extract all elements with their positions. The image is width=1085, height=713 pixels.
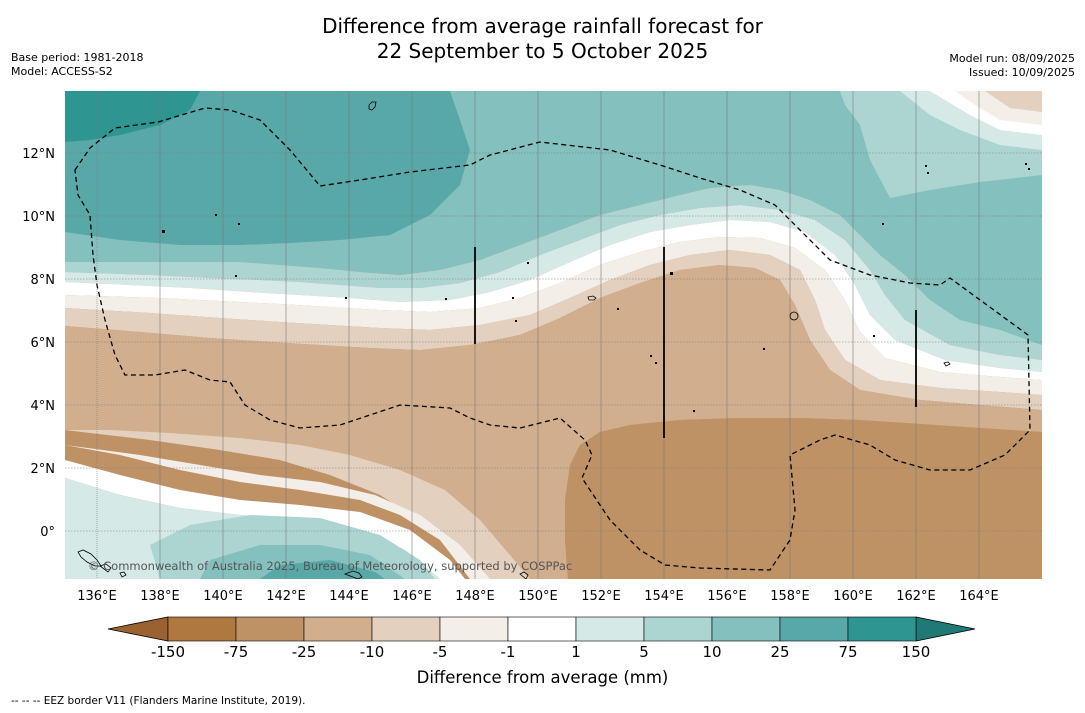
- colorbar-tick-label: -5: [432, 643, 448, 661]
- island-kosrae: [943, 361, 951, 367]
- band-dry-5-sw: [65, 445, 490, 579]
- eez-legend-footnote: -- -- -- EEZ border V11 (Flanders Marine…: [11, 695, 306, 707]
- colorbar-tick-label: -1: [500, 643, 516, 661]
- colorbar-swatch: [235, 616, 305, 642]
- lon-label: 146°E: [392, 589, 432, 604]
- meta-left: Base period: 1981-2018 Model: ACCESS-S2: [11, 51, 143, 79]
- model-run-text: Model run: 08/09/2025: [949, 52, 1075, 65]
- colorbar-tick-label: 10: [702, 643, 722, 661]
- band-wet-25: [65, 91, 470, 245]
- lon-label: 164°E: [959, 589, 999, 604]
- lat-label: 0°: [40, 525, 55, 540]
- meta-right: Model run: 08/09/2025 Issued: 10/09/2025: [949, 52, 1075, 80]
- lon-label: 144°E: [329, 589, 369, 604]
- colorbar-swatch: [167, 616, 237, 642]
- island-new-guinea-coast: [77, 549, 127, 578]
- base-period-text: Base period: 1981-2018: [11, 51, 144, 64]
- island-manus: [343, 570, 363, 579]
- colorbar: [107, 616, 976, 642]
- band-dry-10-sw: [65, 430, 530, 579]
- island-ngulu: [368, 101, 377, 111]
- graticule: [65, 91, 1042, 579]
- eez-border-palau-fsm-west: [74, 107, 1031, 571]
- colorbar-tick-label: 75: [838, 643, 858, 661]
- band-wet-25-sw: [260, 560, 385, 579]
- lon-label: 138°E: [140, 589, 180, 604]
- colorbar-tick-label: -75: [223, 643, 249, 661]
- band-dry-5: [65, 237, 1042, 395]
- colorbar-extend-high: [915, 616, 976, 642]
- band-neutral-sw: [65, 460, 465, 579]
- band-wet-75: [65, 91, 200, 142]
- colorbar-tick-label: 25: [770, 643, 790, 661]
- island-bougainville-tip: [519, 571, 529, 579]
- title-line-1: Difference from average rainfall forecas…: [322, 14, 763, 38]
- colorbar-tick-label: -150: [150, 643, 186, 661]
- lat-label: 10°N: [22, 210, 55, 225]
- island-dots: [162, 163, 1030, 412]
- eez-solid-segments: [474, 247, 917, 438]
- colorbar-swatch: [847, 616, 917, 642]
- lon-label: 152°E: [581, 589, 621, 604]
- lat-label: 8°N: [31, 273, 56, 288]
- lon-label: 136°E: [77, 589, 117, 604]
- colorbar-tick-label: 1: [571, 643, 581, 661]
- lat-label: 2°N: [31, 462, 56, 477]
- band-wet-25-east: [890, 175, 1042, 348]
- band-dry-10-ne: [985, 91, 1042, 112]
- colorbar-tick-label: 5: [639, 643, 649, 661]
- lon-label: 154°E: [644, 589, 684, 604]
- colorbar-swatch: [711, 616, 781, 642]
- lon-label: 142°E: [266, 589, 306, 604]
- colorbar-tick-label: -25: [291, 643, 317, 661]
- lat-label: 4°N: [31, 399, 56, 414]
- model-text: Model: ACCESS-S2: [11, 65, 113, 78]
- longitude-labels: 136°E 138°E 140°E 142°E 144°E 146°E 148°…: [77, 589, 999, 604]
- island-chuuk: [789, 311, 799, 321]
- colorbar-swatch: [439, 616, 509, 642]
- colorbar-swatch: [371, 616, 441, 642]
- lat-label: 6°N: [31, 336, 56, 351]
- band-dry-10: [65, 250, 1042, 410]
- band-dry-75-se: [565, 418, 1042, 579]
- colorbar-tick-label: -10: [359, 643, 385, 661]
- lon-label: 160°E: [833, 589, 873, 604]
- band-dry-25: [65, 265, 1042, 579]
- colorbar-swatch: [303, 616, 373, 642]
- lon-label: 150°E: [518, 589, 558, 604]
- rainfall-anomaly-field: © Commonwealth of Australia 2025, Bureau…: [65, 91, 1042, 579]
- lon-label: 156°E: [707, 589, 747, 604]
- lon-label: 148°E: [455, 589, 495, 604]
- colorbar-tick-label: 150: [901, 643, 931, 661]
- colorbar-swatch: [575, 616, 645, 642]
- colorbar-swatch: [779, 616, 849, 642]
- band-wet-1: [65, 205, 1042, 372]
- lon-label: 158°E: [770, 589, 810, 604]
- copyright-text: © Commonwealth of Australia 2025, Bureau…: [88, 559, 572, 573]
- title-line-2: 22 September to 5 October 2025: [376, 39, 709, 63]
- island-outlines: [77, 101, 951, 579]
- island-pohnpei-cluster: [587, 295, 597, 301]
- map-title: Difference from average rainfall forecas…: [0, 14, 1085, 64]
- colorbar-title: Difference from average (mm): [416, 668, 669, 687]
- lon-label: 140°E: [203, 589, 243, 604]
- eez-borders: [74, 107, 1031, 571]
- latitude-labels: 12°N 10°N 8°N 6°N 4°N 2°N 0°: [22, 147, 55, 540]
- issued-text: Issued: 10/09/2025: [968, 66, 1075, 79]
- lon-label: 162°E: [896, 589, 936, 604]
- colorbar-extend-low: [107, 616, 169, 642]
- band-wet-5: [65, 185, 1042, 360]
- colorbar-swatch: [507, 616, 577, 642]
- colorbar-swatch: [643, 616, 713, 642]
- lat-label: 12°N: [22, 147, 55, 162]
